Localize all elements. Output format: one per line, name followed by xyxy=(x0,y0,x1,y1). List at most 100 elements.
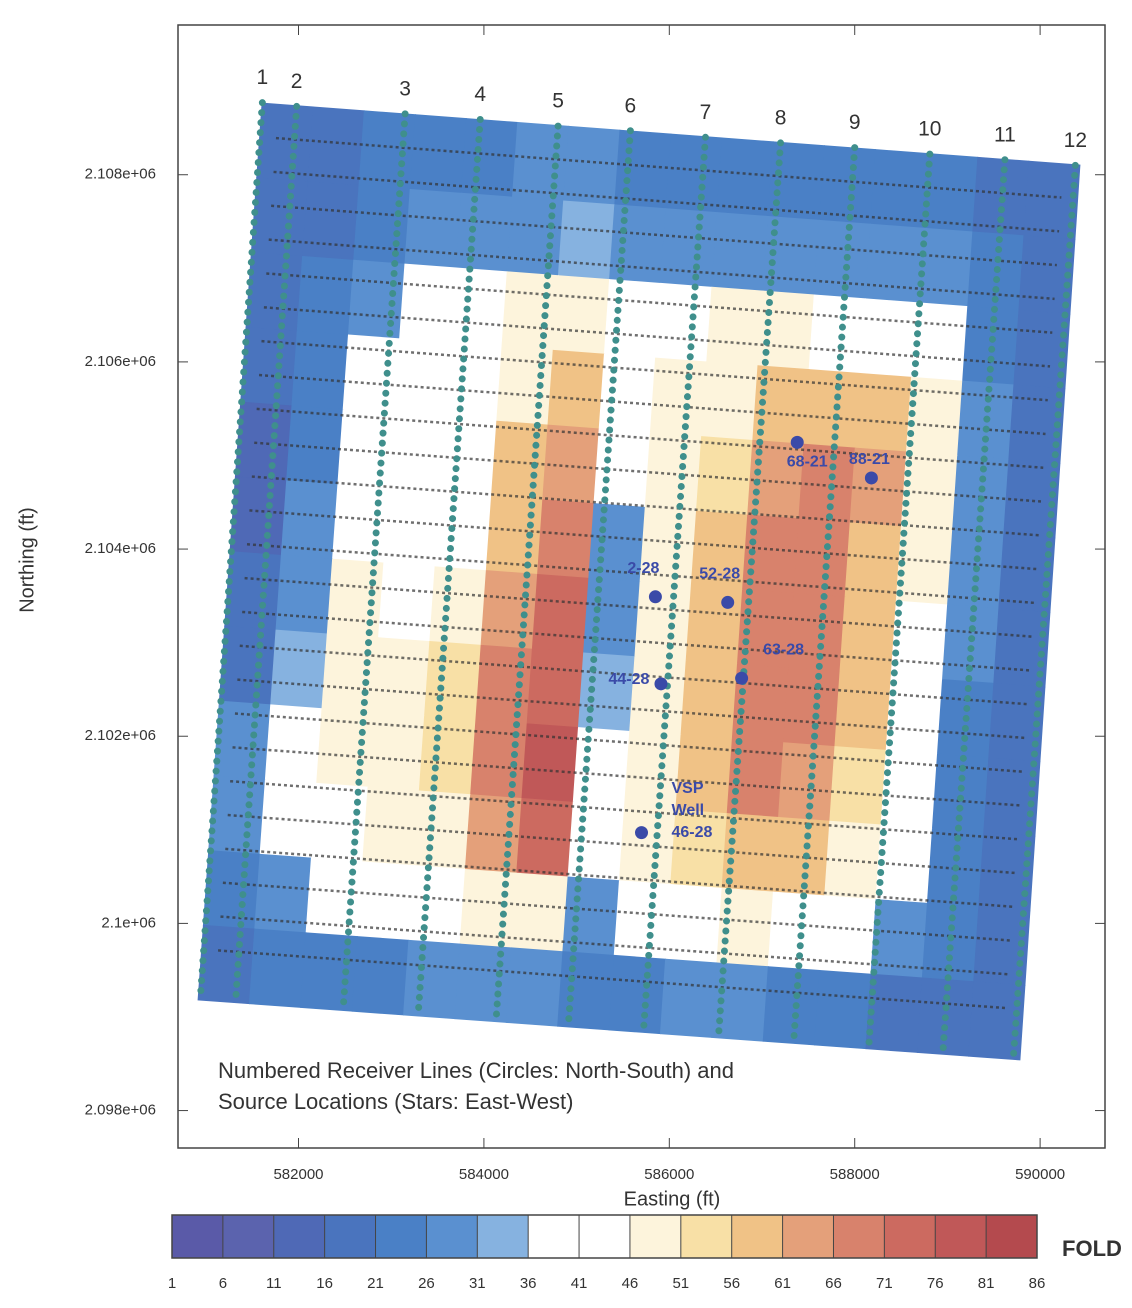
colorbar-tick-label: 1 xyxy=(168,1275,176,1292)
fold-cell xyxy=(372,637,431,717)
well xyxy=(735,671,749,685)
well-label: 44-28 xyxy=(609,671,650,688)
receiver-line-label: 2 xyxy=(291,70,303,93)
receiver-line xyxy=(564,127,634,1031)
receiver-line xyxy=(939,156,1009,1058)
receiver-line-label: 1 xyxy=(257,66,269,89)
fold-cell xyxy=(208,775,266,855)
fold-cell xyxy=(864,223,922,304)
x-tick-label: 590000 xyxy=(1015,1166,1065,1183)
colorbar-segment xyxy=(935,1215,987,1258)
colorbar-tick-label: 31 xyxy=(469,1275,486,1292)
well xyxy=(721,595,735,609)
colorbar-tick-label: 46 xyxy=(622,1275,639,1292)
colorbar-segment xyxy=(833,1215,885,1258)
colorbar-segment xyxy=(375,1215,427,1258)
well xyxy=(790,435,804,449)
fold-cell xyxy=(403,939,461,1020)
receiver-line xyxy=(339,110,409,1015)
fold-cell xyxy=(245,252,303,332)
fold-cell xyxy=(197,924,256,1005)
fold-cell xyxy=(353,185,411,265)
fold-cell xyxy=(834,671,892,751)
receiver-line xyxy=(790,144,859,1048)
fold-cell xyxy=(701,361,759,441)
receiver-line-label: 12 xyxy=(1064,129,1087,152)
fold-cell xyxy=(356,861,415,941)
fold-cell xyxy=(916,227,974,307)
well xyxy=(635,826,648,840)
fold-cell xyxy=(608,954,666,1035)
well-label: VSP xyxy=(672,780,704,797)
fold-cell xyxy=(307,106,365,186)
fold-cell xyxy=(378,562,436,642)
fold-cell xyxy=(711,212,769,292)
fold-cell xyxy=(413,790,471,870)
fold-cell xyxy=(583,577,641,658)
colorbar-tick-label: 36 xyxy=(520,1275,537,1292)
fold-cell xyxy=(296,255,355,336)
colorbar-tick-label: 71 xyxy=(876,1275,893,1292)
x-tick-label: 586000 xyxy=(644,1166,694,1183)
receiver-line xyxy=(492,122,562,1026)
fold-cell xyxy=(629,656,687,736)
fold-cell xyxy=(895,526,953,606)
fold-cell xyxy=(716,137,774,217)
fold-cell xyxy=(706,286,764,367)
colorbar-tick-label: 66 xyxy=(825,1275,842,1292)
fold-cell xyxy=(302,181,360,261)
fold-cell xyxy=(680,660,738,740)
colorbar-segment xyxy=(426,1215,478,1258)
x-tick-label: 588000 xyxy=(830,1166,880,1183)
colorbar-tick-label: 6 xyxy=(219,1275,227,1292)
y-tick-label: 2.104e+06 xyxy=(85,540,156,557)
fold-cell xyxy=(506,196,564,277)
receiver-line-label: 4 xyxy=(474,83,486,106)
fold-cell xyxy=(563,125,621,206)
well xyxy=(654,677,668,691)
colorbar-segment xyxy=(172,1215,223,1258)
well-label: 63-28 xyxy=(763,641,804,658)
colorbar-segment xyxy=(731,1215,783,1258)
receiver-line-label: 6 xyxy=(625,94,637,117)
well-label: 68-21 xyxy=(787,454,828,471)
fold-cell xyxy=(854,372,912,453)
fold-cell xyxy=(286,405,344,485)
fold-cell xyxy=(572,727,631,807)
receiver-line xyxy=(231,102,301,1007)
fold-cell xyxy=(537,499,595,579)
y-tick-label: 2.098e+06 xyxy=(85,1102,156,1119)
fold-cell xyxy=(470,719,528,799)
fold-cell xyxy=(459,868,518,949)
receiver-line-label: 9 xyxy=(849,111,861,134)
fold-cell xyxy=(614,129,672,210)
fold-cell xyxy=(613,880,672,960)
x-tick-label: 582000 xyxy=(273,1166,323,1183)
fold-cell xyxy=(542,424,600,504)
well xyxy=(648,590,662,604)
fold-cell xyxy=(829,746,887,826)
receiver-line-label: 3 xyxy=(399,77,411,100)
fold-cell xyxy=(557,200,616,280)
fold-cell xyxy=(505,947,564,1027)
fold-cell xyxy=(460,118,519,198)
fold-cell xyxy=(256,102,314,183)
receiver-line xyxy=(865,150,934,1053)
receiver-line xyxy=(1009,161,1079,1064)
fold-cell xyxy=(655,282,713,363)
fold-cell xyxy=(393,338,452,418)
colorbar-tick-label: 41 xyxy=(571,1275,588,1292)
fold-cell xyxy=(409,114,467,194)
receiver-line-label: 8 xyxy=(775,106,787,129)
fold-cell xyxy=(480,570,538,650)
receiver-line xyxy=(714,139,785,1042)
well-label: Well xyxy=(672,802,705,819)
colorbar-tick-label: 16 xyxy=(316,1275,333,1292)
fold-cell xyxy=(634,581,692,661)
fold-cell xyxy=(434,491,492,571)
y-axis-label: Northing (ft) xyxy=(16,507,38,613)
receiver-line-label: 5 xyxy=(552,90,564,113)
colorbar-tick-label: 51 xyxy=(672,1275,689,1292)
fold-cell xyxy=(808,294,866,374)
